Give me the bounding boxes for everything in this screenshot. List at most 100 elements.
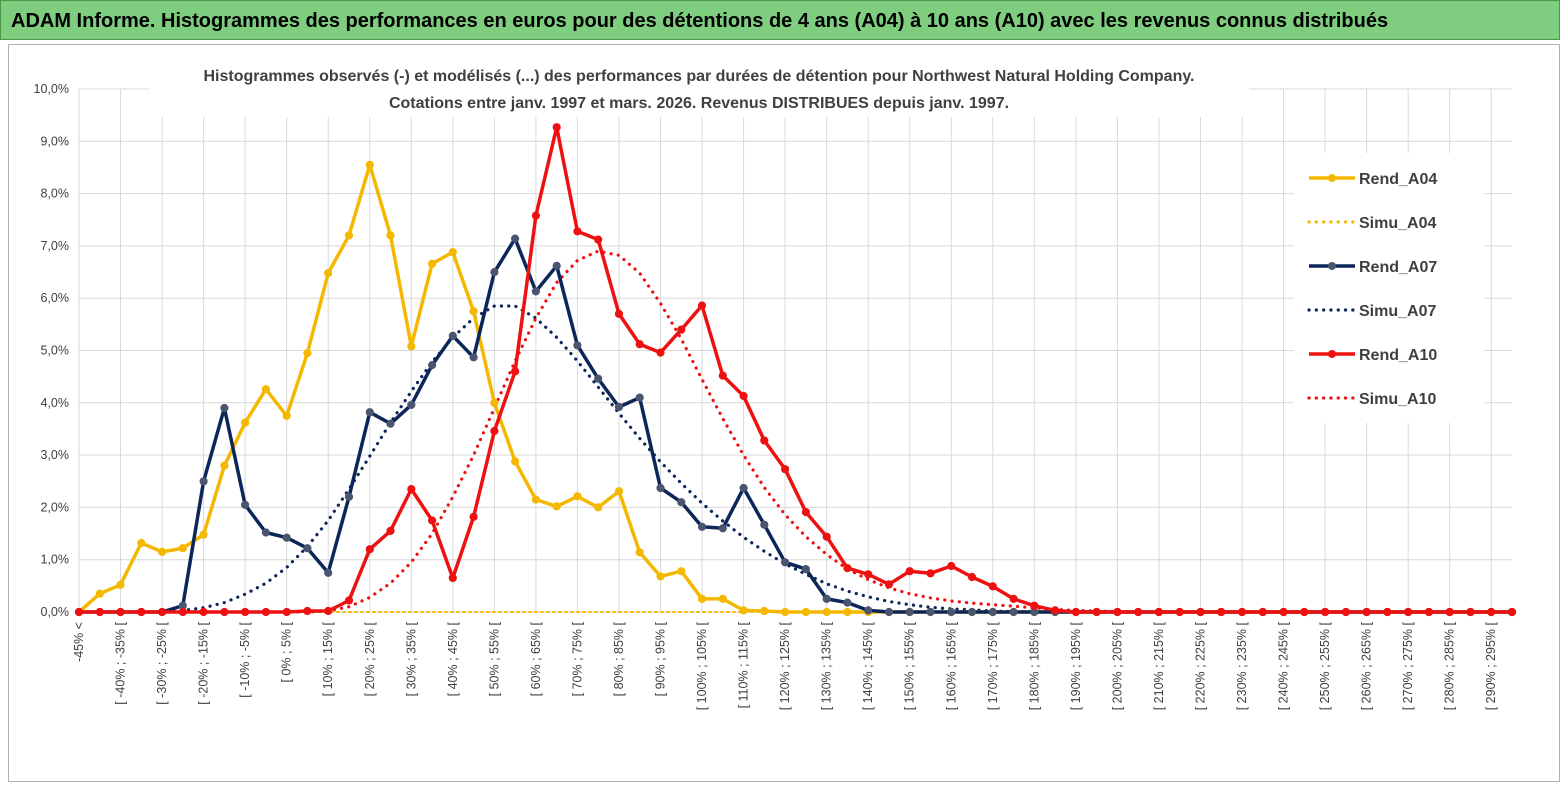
- data-point: [158, 547, 167, 556]
- data-point: [199, 607, 208, 617]
- data-point: [1030, 601, 1039, 610]
- data-point: [884, 580, 894, 589]
- x-tick-label: [ 210% ; 215% [: [1152, 621, 1166, 710]
- data-point: [1154, 607, 1164, 617]
- data-point: [407, 485, 416, 494]
- data-point: [178, 544, 187, 553]
- data-point: [241, 500, 250, 509]
- data-point: [988, 582, 997, 591]
- legend-label: Simu_A04: [1359, 215, 1436, 232]
- data-point: [303, 606, 312, 616]
- data-point: [386, 526, 395, 535]
- data-point: [947, 607, 956, 617]
- y-tick-label: 10,0%: [34, 82, 69, 96]
- chart-title: Histogrammes observés (-) et modélisés (…: [149, 57, 1249, 117]
- data-point: [594, 503, 603, 512]
- data-point: [864, 570, 873, 579]
- x-tick-label: [ 250% ; 255% [: [1318, 621, 1332, 710]
- data-point: [677, 567, 686, 576]
- x-tick-label: [ 290% ; 295% [: [1484, 621, 1498, 710]
- data-point: [614, 402, 624, 412]
- data-point: [552, 502, 561, 511]
- legend-item: Simu_A04: [1307, 215, 1436, 232]
- data-point: [511, 234, 520, 243]
- x-tick-label: [ 170% ; 175% [: [986, 621, 1000, 710]
- data-point: [1424, 607, 1434, 617]
- data-point: [614, 309, 624, 318]
- legend-label: Rend_A10: [1359, 347, 1437, 364]
- report-banner: ADAM Informe. Histogrammes des performan…: [0, 0, 1560, 40]
- data-point: [1383, 607, 1392, 617]
- data-point: [344, 492, 354, 501]
- y-tick-label: 5,0%: [41, 344, 70, 358]
- data-point: [822, 532, 831, 541]
- x-tick-label: [ -30% ; -25% [: [155, 621, 169, 704]
- x-tick-label: [ 230% ; 235% [: [1235, 621, 1249, 710]
- data-point: [303, 544, 312, 553]
- data-point: [635, 548, 644, 557]
- data-point: [282, 533, 291, 542]
- legend-box: [1294, 153, 1484, 423]
- legend-item: Rend_A07: [1309, 259, 1437, 276]
- y-tick-label: 0,0%: [41, 605, 70, 619]
- legend-label: Simu_A07: [1359, 303, 1436, 320]
- data-point: [531, 287, 541, 296]
- data-point: [718, 524, 727, 533]
- data-point: [324, 568, 333, 577]
- data-point: [781, 558, 790, 567]
- data-point: [303, 349, 312, 358]
- data-point: [905, 607, 914, 617]
- data-point: [428, 516, 437, 525]
- data-point: [697, 594, 707, 604]
- data-point: [822, 607, 831, 617]
- data-point: [988, 607, 997, 617]
- x-tick-label: [ 220% ; 225% [: [1193, 621, 1207, 710]
- data-point: [801, 565, 811, 574]
- data-point: [760, 606, 769, 616]
- y-tick-label: 3,0%: [41, 448, 70, 462]
- data-point: [365, 160, 374, 169]
- data-point: [967, 607, 977, 617]
- x-tick-label: [ 200% ; 205% [: [1110, 621, 1124, 710]
- data-point: [1217, 607, 1226, 617]
- data-point: [1092, 607, 1101, 617]
- data-point: [1134, 607, 1143, 617]
- data-point: [365, 545, 374, 554]
- legend-label: Rend_A07: [1359, 259, 1437, 276]
- data-point: [407, 342, 416, 351]
- data-point: [344, 596, 354, 605]
- x-tick-label: [ 130% ; 135% [: [820, 621, 834, 710]
- data-point: [199, 477, 208, 486]
- data-point: [843, 607, 852, 617]
- data-point: [137, 607, 146, 617]
- x-tick-label: [ 60% ; 65% [: [529, 621, 543, 696]
- data-point: [448, 573, 457, 583]
- x-tick-label: [ 280% ; 285% [: [1443, 621, 1457, 710]
- data-point: [822, 594, 831, 604]
- data-point: [116, 607, 125, 617]
- x-tick-label: [ -40% ; -35% [: [114, 621, 128, 704]
- data-point: [428, 259, 437, 268]
- data-point: [1341, 607, 1351, 617]
- data-point: [739, 606, 748, 615]
- data-point: [74, 607, 84, 617]
- data-point: [1487, 607, 1496, 617]
- data-point: [677, 325, 686, 334]
- data-point: [1237, 607, 1247, 617]
- data-point: [781, 607, 790, 617]
- data-point: [469, 512, 478, 521]
- histogram-chart: 0,0% 1,0% 2,0% 3,0% 4,0% 5,0% 6,0% 7,0% 8,0% 9,0%…: [34, 57, 1517, 710]
- data-point: [656, 572, 665, 581]
- data-point: [220, 461, 229, 470]
- data-point: [511, 367, 520, 376]
- data-point: [158, 607, 167, 617]
- data-point: [926, 569, 935, 578]
- data-point: [324, 269, 333, 278]
- data-point: [697, 522, 707, 531]
- data-point: [448, 248, 457, 257]
- x-tick-label: [ 40% ; 45% [: [446, 621, 460, 696]
- legend-marker: [1328, 350, 1336, 358]
- data-point: [220, 607, 229, 617]
- y-tick-label: 8,0%: [41, 187, 70, 201]
